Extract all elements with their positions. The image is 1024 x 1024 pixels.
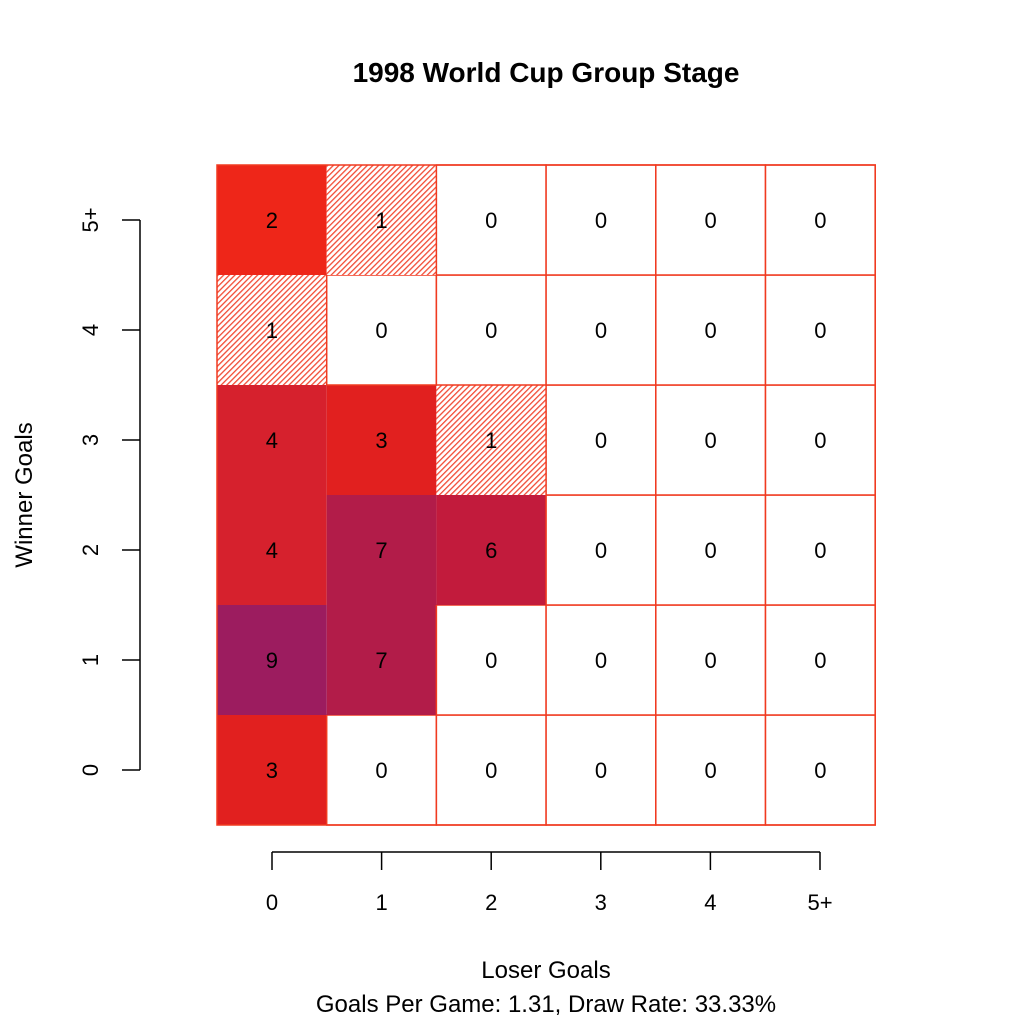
y-tick-label: 4	[78, 324, 103, 336]
heatmap-cell-w5+-l3	[545, 164, 657, 276]
cell-value-label: 0	[705, 318, 717, 343]
cell-value-label: 4	[266, 428, 278, 453]
heatmap-cell-w4-l4	[655, 274, 767, 386]
cell-value-label: 0	[814, 208, 826, 233]
x-tick-label: 2	[485, 890, 497, 915]
x-tick-label: 0	[266, 890, 278, 915]
cell-value-label: 0	[814, 538, 826, 563]
heatmap-cell-w2-l3	[545, 494, 657, 606]
heatmap-cell-w3-l2	[436, 385, 547, 495]
x-tick-label: 1	[375, 890, 387, 915]
heatmap-cell-w1-l5+	[764, 604, 876, 716]
cell-value-label: 6	[485, 538, 497, 563]
heatmap-cell-w1-l0	[217, 605, 327, 715]
cell-value-label: 0	[485, 648, 497, 673]
heatmap-cell-w5+-l0	[217, 165, 327, 275]
cell-value-label: 0	[375, 318, 387, 343]
y-tick-label: 0	[78, 764, 103, 776]
cell-value-label: 1	[485, 428, 497, 453]
heatmap-cell-w4-l0	[217, 275, 327, 385]
y-tick-label: 1	[78, 654, 103, 666]
cell-value-label: 3	[375, 428, 387, 453]
heatmap-cell-w0-l0	[217, 715, 327, 825]
heatmap-cell-w4-l3	[545, 274, 657, 386]
chart-title: 1998 World Cup Group Stage	[353, 57, 740, 88]
x-tick-label: 4	[704, 890, 716, 915]
y-axis: 0 1 2 3 4 5+	[78, 207, 141, 776]
cell-value-label: 0	[814, 318, 826, 343]
x-tick-label: 5+	[807, 890, 832, 915]
heatmap-cell-w5+-l1	[326, 165, 437, 275]
cell-value-label: 0	[705, 428, 717, 453]
y-axis-label: Winner Goals	[11, 422, 38, 567]
heatmap-cell-w3-l3	[545, 384, 657, 496]
heatmap-cell-w5+-l2	[435, 164, 547, 276]
heatmap-cell-w0-l3	[545, 714, 657, 826]
heatmap-cell-labels: 3 0 0 0 0 0 9 7 0 0 0 0 4 7 6 0 0 0 4 3 1 0 0 0 1 0 0 0 0 0 2 1 0 0 0 0	[266, 208, 827, 783]
cell-value-label: 0	[595, 758, 607, 783]
heatmap-cell-w2-l2	[436, 495, 547, 605]
heatmap-cell-w4-l5+	[764, 274, 876, 386]
heatmap-cell-w3-l0	[217, 385, 327, 495]
heatmap-cell-w3-l4	[655, 384, 767, 496]
y-tick-label: 3	[78, 434, 103, 446]
cell-value-label: 0	[814, 648, 826, 673]
heatmap-cell-w0-l1	[325, 714, 438, 826]
cell-value-label: 4	[266, 538, 278, 563]
heatmap-frame	[216, 164, 876, 826]
cell-value-label: 0	[595, 538, 607, 563]
cell-value-label: 0	[705, 208, 717, 233]
cell-value-label: 0	[705, 648, 717, 673]
x-axis: 0 1 2 3 4 5+	[266, 851, 833, 915]
chart-subtitle: Goals Per Game: 1.31, Draw Rate: 33.33%	[316, 991, 776, 1018]
y-tick-label: 5+	[78, 207, 103, 232]
cell-value-label: 0	[705, 758, 717, 783]
cell-value-label: 0	[595, 428, 607, 453]
cell-value-label: 7	[375, 648, 387, 673]
heatmap-cell-w2-l0	[217, 495, 327, 605]
cell-value-label: 0	[485, 758, 497, 783]
x-axis-label: Loser Goals	[481, 957, 610, 984]
cell-value-label: 7	[375, 538, 387, 563]
heatmap-cell-w1-l1	[326, 605, 437, 715]
cell-value-label: 0	[595, 648, 607, 673]
cell-value-label: 0	[595, 318, 607, 343]
cell-value-label: 0	[814, 428, 826, 453]
cell-value-label: 0	[375, 758, 387, 783]
cell-value-label: 0	[814, 758, 826, 783]
x-tick-label: 3	[595, 890, 607, 915]
cell-value-label: 1	[266, 318, 278, 343]
cell-value-label: 0	[595, 208, 607, 233]
heatmap-cell-w1-l4	[655, 604, 767, 716]
heatmap-cell-w5+-l4	[655, 164, 767, 276]
heatmap-cell-w1-l2	[435, 604, 547, 716]
cell-value-label: 0	[705, 538, 717, 563]
heatmap-cell-w2-l5+	[764, 494, 876, 606]
y-tick-label: 2	[78, 544, 103, 556]
heatmap-cell-w3-l1	[326, 385, 437, 495]
cell-value-label: 1	[375, 208, 387, 233]
cell-value-label: 2	[266, 208, 278, 233]
cell-value-label: 0	[485, 208, 497, 233]
cell-value-label: 9	[266, 648, 278, 673]
heatmap-cell-w2-l1	[326, 495, 437, 605]
heatmap-cell-w4-l1	[325, 274, 438, 386]
heatmap-cell-w3-l5+	[764, 384, 876, 496]
cell-value-label: 3	[266, 758, 278, 783]
heatmap-cell-w5+-l5+	[764, 164, 876, 276]
cell-value-label: 0	[485, 318, 497, 343]
heatmap-cells	[216, 164, 876, 826]
